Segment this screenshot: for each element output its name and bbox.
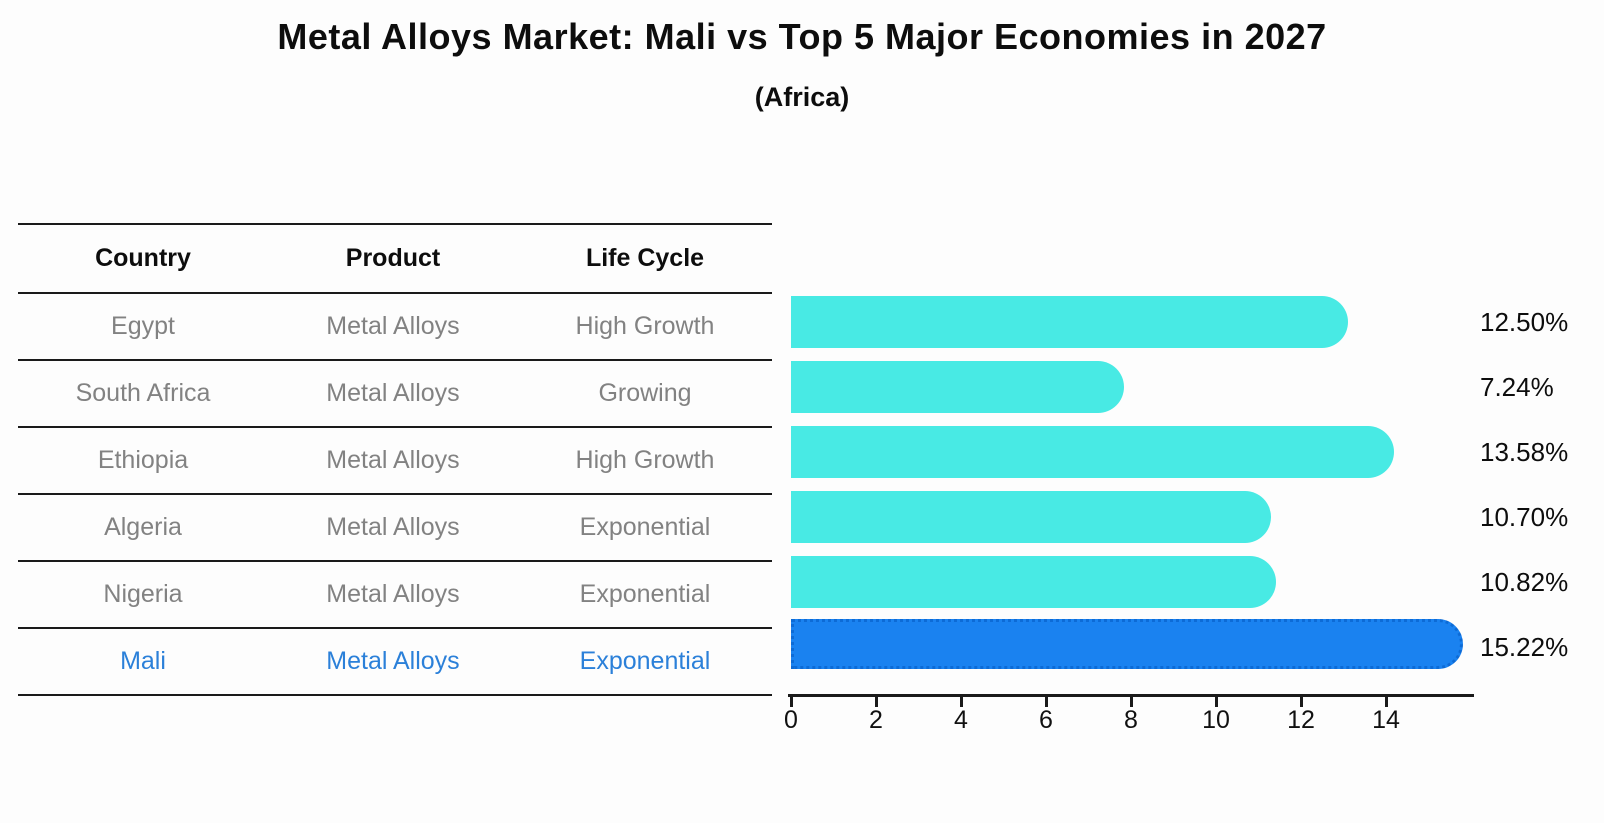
table-cell-product: Metal Alloys — [326, 312, 460, 340]
bar-value-label: 10.70% — [1480, 502, 1569, 532]
table-row: Mali Metal Alloys Exponential — [18, 629, 772, 696]
table-cell-country: Mali — [120, 647, 166, 675]
table-row: Algeria Metal Alloys Exponential — [18, 495, 772, 562]
x-tick-mark — [1385, 697, 1388, 707]
x-tick-mark — [960, 697, 963, 707]
table-cell-product: Metal Alloys — [326, 379, 460, 407]
chart-subtitle: (Africa) — [754, 82, 850, 112]
chart-title: Metal Alloys Market: Mali vs Top 5 Major… — [277, 16, 1327, 57]
x-tick-label: 2 — [869, 706, 883, 734]
x-tick-mark — [1215, 697, 1218, 707]
table-row: South Africa Metal Alloys Growing — [18, 361, 772, 428]
table-cell-product: Metal Alloys — [326, 446, 460, 474]
table-cell-life_cycle: Exponential — [579, 580, 711, 608]
x-tick-mark — [1045, 697, 1048, 707]
bar-value-label: 7.24% — [1480, 372, 1554, 402]
bar-algeria — [791, 491, 1271, 543]
table-cell-life_cycle: High Growth — [575, 446, 715, 474]
bar-south-africa — [791, 361, 1124, 413]
table-cell-product: Metal Alloys — [326, 580, 460, 608]
bar-row — [791, 355, 1471, 420]
x-tick-label: 8 — [1124, 706, 1138, 734]
bar-value-label: 12.50% — [1480, 307, 1569, 337]
table-cell-country: Egypt — [111, 312, 175, 340]
table-row: Nigeria Metal Alloys Exponential — [18, 562, 772, 629]
bar-row — [791, 420, 1471, 485]
bar-mali — [791, 619, 1463, 669]
table-row: Egypt Metal Alloys High Growth — [18, 294, 772, 361]
table-cell-life_cycle: High Growth — [575, 312, 715, 340]
column-header: Country — [95, 244, 191, 272]
bar-egypt — [791, 296, 1348, 348]
table-cell-country: South Africa — [75, 379, 211, 407]
table-cell-country: Nigeria — [103, 580, 183, 608]
table-cell-life_cycle: Exponential — [579, 647, 711, 675]
bar-value-label: 15.22% — [1480, 632, 1569, 662]
comparison-table: Country Product Life Cycle Egypt Metal Alloy… — [18, 223, 772, 696]
x-tick-mark — [875, 697, 878, 707]
x-tick-label: 12 — [1287, 706, 1315, 734]
table-cell-product: Metal Alloys — [326, 647, 460, 675]
x-tick-label: 14 — [1372, 706, 1400, 734]
table-header-row: Country Product Life Cycle — [18, 225, 772, 294]
x-tick-mark — [1300, 697, 1303, 707]
x-tick-label: 0 — [784, 706, 798, 734]
x-tick-label: 6 — [1039, 706, 1053, 734]
bar-value-labels: 12.50% 7.24% 13.58% 10.70% 10.82% 15.22% — [1480, 290, 1604, 680]
table-row: Ethiopia Metal Alloys High Growth — [18, 428, 772, 495]
bar-row — [791, 550, 1471, 615]
x-tick-mark — [1130, 697, 1133, 707]
bar-value-label: 10.82% — [1480, 567, 1569, 597]
bar-value-label: 13.58% — [1480, 437, 1569, 467]
bar-plot-area — [791, 290, 1471, 680]
table-cell-life_cycle: Exponential — [579, 513, 711, 541]
bar-row — [791, 290, 1471, 355]
column-header: Product — [345, 244, 441, 272]
column-header: Life Cycle — [585, 244, 705, 272]
x-tick-label: 10 — [1202, 706, 1230, 734]
table-cell-country: Algeria — [104, 513, 182, 541]
bar-row — [791, 615, 1471, 680]
table-cell-country: Ethiopia — [97, 446, 189, 474]
bar-row — [791, 485, 1471, 550]
table-cell-life_cycle: Growing — [598, 379, 692, 407]
x-tick-label: 4 — [954, 706, 968, 734]
table-cell-product: Metal Alloys — [326, 513, 460, 541]
bar-ethiopia — [791, 426, 1394, 478]
x-tick-mark — [790, 697, 793, 707]
bar-nigeria — [791, 556, 1276, 608]
x-axis-line — [788, 694, 1474, 697]
